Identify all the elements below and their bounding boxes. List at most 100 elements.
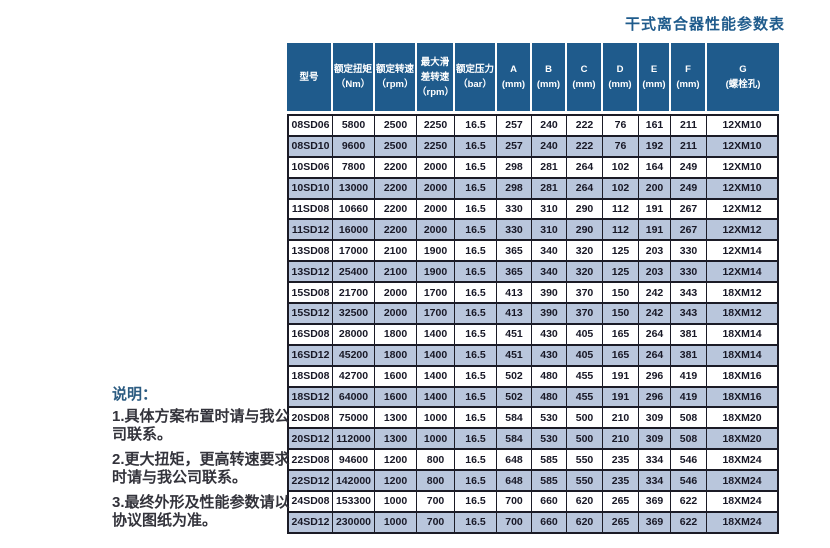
cell-rated-pressure: 16.5 <box>455 114 497 137</box>
cell-dim-g: 12XM12 <box>707 199 779 221</box>
column-header-max-slip-speed: 最大滑 差转速 （rpm） <box>417 43 455 114</box>
cell-max-slip-speed: 1000 <box>417 429 455 451</box>
cell-rated-pressure: 16.5 <box>455 471 497 493</box>
cell-dim-e: 203 <box>639 241 671 263</box>
table-body: 08SD06 5800 2500 2250 16.5 257 240 222 76 161 211 1… <box>287 114 779 534</box>
cell-dim-g: 18XM16 <box>707 387 779 409</box>
cell-dim-b: 430 <box>532 345 567 367</box>
cell-max-slip-speed: 700 <box>417 512 455 534</box>
cell-dim-e: 309 <box>639 408 671 430</box>
cell-rated-speed: 1300 <box>375 429 417 451</box>
cell-dim-d: 112 <box>603 220 639 242</box>
cell-dim-a: 700 <box>497 512 532 534</box>
cell-model: 20SD08 <box>287 408 333 430</box>
cell-model: 08SD10 <box>287 136 333 158</box>
cell-rated-speed: 1600 <box>375 387 417 409</box>
cell-dim-g: 12XM12 <box>707 220 779 242</box>
cell-max-slip-speed: 2250 <box>417 136 455 158</box>
cell-dim-b: 530 <box>532 408 567 430</box>
cell-dim-e: 192 <box>639 136 671 158</box>
cell-dim-b: 340 <box>532 241 567 263</box>
cell-dim-g: 18XM14 <box>707 345 779 367</box>
cell-dim-d: 112 <box>603 199 639 221</box>
cell-dim-a: 584 <box>497 429 532 451</box>
cell-rated-pressure: 16.5 <box>455 136 497 158</box>
cell-dim-g: 12XM10 <box>707 114 779 137</box>
cell-dim-b: 530 <box>532 429 567 451</box>
cell-max-slip-speed: 800 <box>417 471 455 493</box>
cell-dim-c: 370 <box>567 304 603 325</box>
cell-rated-speed: 2000 <box>375 304 417 325</box>
cell-dim-g: 18XM20 <box>707 408 779 430</box>
cell-rated-speed: 2500 <box>375 114 417 137</box>
cell-rated-torque: 32500 <box>333 304 375 325</box>
notes-title: 说明： <box>112 386 158 403</box>
cell-max-slip-speed: 1900 <box>417 241 455 263</box>
cell-dim-d: 76 <box>603 136 639 158</box>
cell-dim-a: 330 <box>497 220 532 242</box>
cell-rated-speed: 2200 <box>375 178 417 200</box>
cell-dim-g: 18XM24 <box>707 471 779 493</box>
cell-dim-f: 249 <box>671 157 707 179</box>
cell-dim-e: 242 <box>639 304 671 325</box>
cell-dim-d: 150 <box>603 304 639 325</box>
cell-dim-a: 502 <box>497 387 532 409</box>
cell-max-slip-speed: 1400 <box>417 366 455 388</box>
cell-dim-f: 508 <box>671 408 707 430</box>
cell-dim-g: 18XM12 <box>707 304 779 325</box>
cell-dim-f: 381 <box>671 324 707 346</box>
cell-dim-a: 365 <box>497 262 532 284</box>
cell-rated-torque: 5800 <box>333 114 375 137</box>
cell-dim-c: 500 <box>567 408 603 430</box>
cell-rated-torque: 28000 <box>333 324 375 346</box>
table-row: 22SD12 142000 1200 800 16.5 648 585 550 235 334 54… <box>287 471 779 493</box>
cell-dim-f: 211 <box>671 114 707 137</box>
cell-rated-pressure: 16.5 <box>455 512 497 534</box>
column-header-dim-d: D (mm) <box>603 43 639 114</box>
cell-max-slip-speed: 1400 <box>417 387 455 409</box>
table-row: 10SD06 7800 2200 2000 16.5 298 281 264 102 164 249… <box>287 157 779 179</box>
cell-max-slip-speed: 2000 <box>417 157 455 179</box>
cell-dim-e: 191 <box>639 220 671 242</box>
cell-model: 16SD12 <box>287 345 333 367</box>
cell-dim-d: 102 <box>603 178 639 200</box>
cell-dim-f: 546 <box>671 471 707 493</box>
cell-rated-speed: 1800 <box>375 324 417 346</box>
cell-dim-a: 330 <box>497 199 532 221</box>
cell-dim-b: 480 <box>532 387 567 409</box>
cell-max-slip-speed: 800 <box>417 450 455 472</box>
column-header-rated-torque: 额定扭矩 （Nm） <box>333 43 375 114</box>
cell-model: 18SD08 <box>287 366 333 388</box>
cell-dim-e: 309 <box>639 429 671 451</box>
cell-dim-d: 150 <box>603 283 639 305</box>
cell-rated-torque: 45200 <box>333 345 375 367</box>
cell-dim-f: 330 <box>671 262 707 284</box>
column-header-dim-b: B (mm) <box>532 43 567 114</box>
cell-max-slip-speed: 2250 <box>417 114 455 137</box>
cell-rated-torque: 17000 <box>333 241 375 263</box>
cell-dim-c: 264 <box>567 157 603 179</box>
cell-dim-a: 365 <box>497 241 532 263</box>
cell-max-slip-speed: 1400 <box>417 324 455 346</box>
cell-rated-speed: 1800 <box>375 345 417 367</box>
cell-dim-e: 369 <box>639 512 671 534</box>
cell-dim-d: 235 <box>603 450 639 472</box>
cell-rated-pressure: 16.5 <box>455 241 497 263</box>
cell-rated-pressure: 16.5 <box>455 304 497 325</box>
cell-dim-b: 480 <box>532 366 567 388</box>
cell-dim-a: 451 <box>497 324 532 346</box>
table-row: 13SD12 25400 2100 1900 16.5 365 340 320 125 203 33… <box>287 262 779 284</box>
cell-model: 13SD12 <box>287 262 333 284</box>
cell-dim-c: 222 <box>567 136 603 158</box>
cell-dim-d: 165 <box>603 345 639 367</box>
column-header-dim-a: A (mm) <box>497 43 532 114</box>
table-row: 11SD08 10660 2200 2000 16.5 330 310 290 112 191 26… <box>287 199 779 221</box>
cell-rated-torque: 42700 <box>333 366 375 388</box>
cell-dim-b: 390 <box>532 283 567 305</box>
cell-rated-pressure: 16.5 <box>455 178 497 200</box>
column-header-dim-f: F (mm) <box>671 43 707 114</box>
cell-dim-e: 164 <box>639 157 671 179</box>
cell-rated-speed: 2200 <box>375 199 417 221</box>
cell-dim-c: 320 <box>567 262 603 284</box>
cell-dim-c: 500 <box>567 429 603 451</box>
